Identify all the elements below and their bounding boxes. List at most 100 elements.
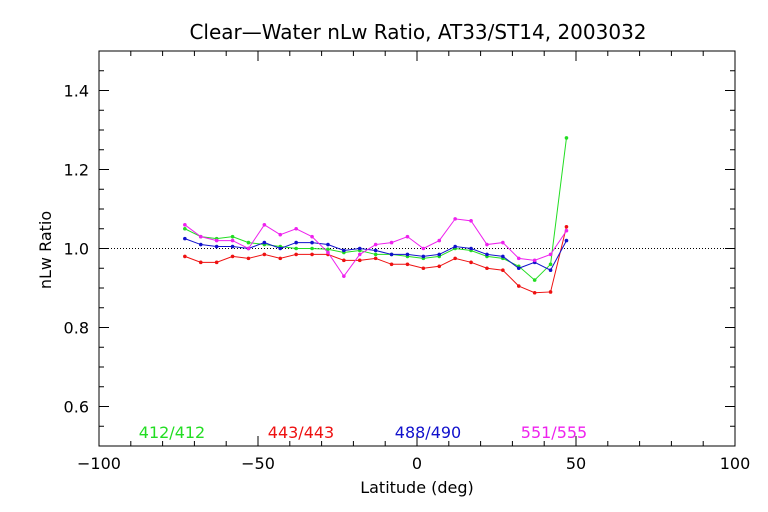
x-tick-label: 100 xyxy=(720,454,751,473)
data-point-443-443 xyxy=(469,260,473,265)
data-point-551-555 xyxy=(453,217,457,221)
series-group xyxy=(183,136,569,295)
data-point-488-490 xyxy=(326,242,330,247)
data-point-443-443 xyxy=(532,290,537,295)
data-point-443-443 xyxy=(214,260,219,265)
data-point-443-443 xyxy=(198,260,203,265)
legend-entry: 412/412 xyxy=(139,423,205,442)
data-point-551-555 xyxy=(501,240,505,245)
data-point-443-443 xyxy=(564,224,569,229)
y-tick-label: 1.0 xyxy=(64,240,89,259)
data-point-488-490 xyxy=(294,240,298,245)
data-point-412-412 xyxy=(326,247,330,252)
data-point-443-443 xyxy=(294,252,298,257)
data-point-488-490 xyxy=(389,252,394,257)
x-tick-label: 0 xyxy=(412,454,422,473)
data-point-551-555 xyxy=(548,252,553,257)
data-point-551-555 xyxy=(198,234,203,239)
data-point-443-443 xyxy=(373,256,378,261)
legend-entry: 551/555 xyxy=(521,423,587,442)
data-point-551-555 xyxy=(326,250,330,255)
data-point-443-443 xyxy=(501,268,505,273)
data-point-551-555 xyxy=(214,238,219,243)
y-tick-label: 0.6 xyxy=(64,398,89,417)
x-tick-label: −100 xyxy=(77,454,121,473)
data-point-488-490 xyxy=(437,252,442,257)
data-point-551-555 xyxy=(310,234,314,239)
x-axis-label: Latitude (deg) xyxy=(360,478,474,497)
data-point-488-490 xyxy=(564,238,569,243)
data-point-551-555 xyxy=(516,256,521,261)
data-point-551-555 xyxy=(405,234,410,239)
data-point-443-443 xyxy=(437,264,442,269)
data-point-551-555 xyxy=(183,223,187,227)
data-point-488-490 xyxy=(262,240,267,245)
data-point-412-412 xyxy=(564,136,569,140)
data-point-551-555 xyxy=(294,226,298,231)
data-point-412-412 xyxy=(310,246,314,251)
data-point-488-490 xyxy=(548,268,553,273)
data-point-551-555 xyxy=(564,228,569,233)
data-point-412-412 xyxy=(548,262,553,267)
data-point-443-443 xyxy=(389,262,394,267)
data-point-443-443 xyxy=(262,252,267,257)
x-tick-label: −50 xyxy=(241,454,275,473)
data-point-443-443 xyxy=(421,266,426,271)
data-point-412-412 xyxy=(532,278,537,282)
data-point-412-412 xyxy=(246,240,251,245)
data-point-443-443 xyxy=(485,266,489,271)
data-point-488-490 xyxy=(278,246,283,251)
data-point-551-555 xyxy=(230,238,235,243)
x-axis-ticks: −100 −50 0 50 100 xyxy=(77,51,750,473)
data-point-551-555 xyxy=(357,252,362,257)
data-point-488-490 xyxy=(421,254,426,259)
data-point-551-555 xyxy=(421,246,426,251)
data-point-551-555 xyxy=(469,219,473,223)
y-axis-label: nLw Ratio xyxy=(36,211,55,289)
data-point-551-555 xyxy=(246,246,251,251)
data-point-551-555 xyxy=(262,223,267,227)
data-point-551-555 xyxy=(373,242,378,247)
data-point-488-490 xyxy=(357,246,362,251)
data-point-412-412 xyxy=(373,252,378,257)
data-point-488-490 xyxy=(516,266,521,271)
data-point-412-412 xyxy=(294,246,298,251)
data-point-443-443 xyxy=(310,252,314,257)
data-point-488-490 xyxy=(485,252,489,257)
data-point-443-443 xyxy=(405,262,410,267)
data-point-443-443 xyxy=(453,256,457,261)
y-tick-label: 0.8 xyxy=(64,319,89,338)
data-point-443-443 xyxy=(548,290,553,294)
legend-entry: 488/490 xyxy=(395,423,461,442)
data-point-412-412 xyxy=(230,234,235,239)
legend: 412/412 443/443 488/490 551/555 xyxy=(139,423,587,442)
data-point-443-443 xyxy=(342,258,346,263)
data-point-551-555 xyxy=(532,258,537,263)
data-point-443-443 xyxy=(246,256,251,261)
data-point-443-443 xyxy=(278,256,283,261)
data-point-488-490 xyxy=(405,252,410,257)
data-point-443-443 xyxy=(516,284,521,288)
data-point-443-443 xyxy=(230,254,235,259)
data-point-488-490 xyxy=(183,236,187,241)
y-tick-label: 1.2 xyxy=(64,161,89,180)
data-point-443-443 xyxy=(357,258,362,263)
data-point-488-490 xyxy=(342,248,346,253)
y-tick-label: 1.4 xyxy=(64,82,89,101)
data-point-551-555 xyxy=(389,240,394,245)
data-point-488-490 xyxy=(373,248,378,253)
data-point-488-490 xyxy=(310,240,314,245)
data-point-488-490 xyxy=(214,244,219,249)
data-point-488-490 xyxy=(230,244,235,249)
y-axis-ticks: 0.6 0.8 1.0 1.2 1.4 xyxy=(64,82,735,417)
data-point-551-555 xyxy=(437,238,442,243)
data-point-488-490 xyxy=(469,246,473,251)
data-point-443-443 xyxy=(183,254,187,259)
x-tick-label: 50 xyxy=(566,454,586,473)
legend-entry: 443/443 xyxy=(268,423,334,442)
chart-title: Clear—Water nLw Ratio, AT33/ST14, 200303… xyxy=(189,20,646,44)
data-point-551-555 xyxy=(485,242,489,247)
data-point-488-490 xyxy=(501,254,505,259)
data-point-488-490 xyxy=(453,244,457,249)
